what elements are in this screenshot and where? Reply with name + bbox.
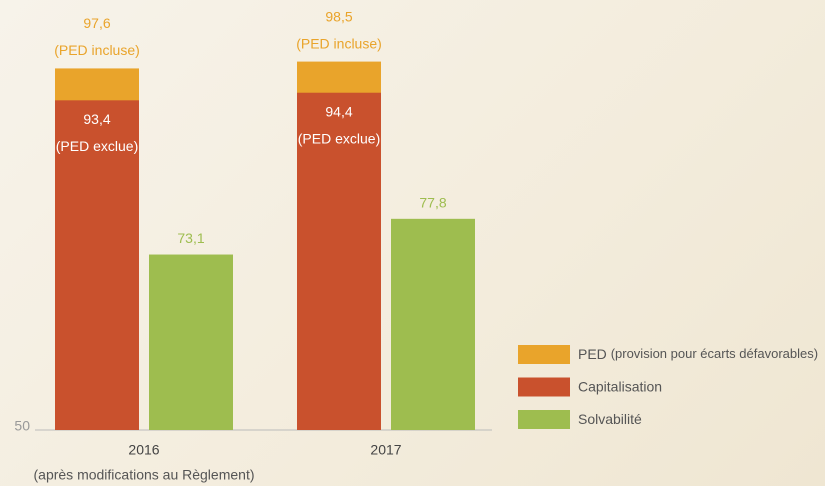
legend-label: PED (provision pour écarts défavorables) xyxy=(578,346,818,362)
value-label: 77,8 xyxy=(419,195,446,211)
value-label: 93,4 xyxy=(83,111,110,127)
bar xyxy=(55,100,139,431)
bar xyxy=(149,254,233,430)
value-label: 94,4 xyxy=(325,103,352,119)
legend-swatch xyxy=(518,377,570,397)
legend-label: Capitalisation xyxy=(578,378,662,394)
legend-name: Capitalisation xyxy=(578,378,662,394)
legend-swatch xyxy=(518,410,570,429)
legend-swatch xyxy=(518,345,570,364)
legend-note: (provision pour écarts défavorables) xyxy=(611,346,818,361)
value-label: 73,1 xyxy=(177,230,204,246)
legend-label: Solvabilité xyxy=(578,411,642,427)
value-note: (PED exclue) xyxy=(56,138,138,154)
value-label: 97,6 xyxy=(83,15,110,31)
value-note: (PED exclue) xyxy=(298,130,380,146)
x-tick-label: 2017 xyxy=(370,442,401,458)
value-label: 98,5 xyxy=(325,8,352,24)
x-tick-label: 2016 xyxy=(128,442,159,458)
legend-name: PED xyxy=(578,346,607,362)
y-tick-label: 50 xyxy=(14,418,30,434)
bar xyxy=(297,92,381,430)
legend-name: Solvabilité xyxy=(578,411,642,427)
x-tick-note: (après modifications au Règlement) xyxy=(34,467,255,483)
value-note: (PED incluse) xyxy=(296,35,382,51)
value-note: (PED incluse) xyxy=(54,42,140,58)
bar xyxy=(391,218,475,430)
